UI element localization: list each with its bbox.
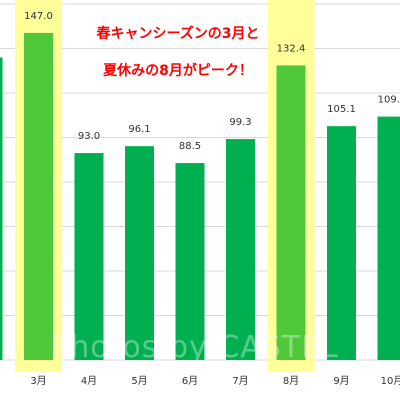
bar-6月: [175, 163, 205, 360]
value-label-10月: 109.4: [378, 95, 400, 106]
x-tick-9月: 9月: [333, 375, 349, 387]
bar-9月: [327, 126, 356, 360]
x-tick-3月: 3月: [30, 375, 46, 387]
value-label-5月: 96.1: [128, 124, 150, 135]
bar-5月: [125, 146, 154, 360]
highlight-band-layer: [15, 0, 315, 372]
x-tick-6月: 6月: [182, 375, 198, 387]
x-tick-10月: 10月: [381, 375, 400, 387]
bar-8月: [276, 65, 306, 360]
bar-layer: [0, 32, 400, 361]
bar-2月: [0, 57, 3, 361]
x-tick-4月: 4月: [81, 375, 97, 387]
x-tick-7月: 7月: [232, 375, 248, 387]
x-tick-8月: 8月: [283, 375, 299, 387]
bar-7月: [226, 139, 255, 360]
annotation-line-2: 夏休みの8月がピーク！: [103, 62, 253, 79]
bar-4月: [74, 153, 104, 360]
bar-3月: [24, 32, 53, 361]
bar-10月: [377, 116, 400, 361]
x-tick-layer: 3月 4月 5月 6月 7月 8月 9月 10月: [30, 375, 400, 387]
value-label-4月: 93.0: [78, 131, 100, 142]
watermark-text: Photos by CASTEL: [51, 330, 339, 365]
x-tick-5月: 5月: [131, 375, 147, 387]
annotation-line-1: 春キャンシーズンの3月と: [95, 25, 259, 42]
value-label-layer: 147.0 93.0 96.1 88.5 99.3 132.4 105.1 109.4: [24, 11, 400, 152]
value-label-3月: 147.0: [24, 11, 53, 22]
value-label-8月: 132.4: [277, 43, 306, 54]
value-label-9月: 105.1: [327, 104, 356, 115]
value-label-6月: 88.5: [179, 141, 201, 152]
value-label-7月: 99.3: [229, 117, 251, 128]
